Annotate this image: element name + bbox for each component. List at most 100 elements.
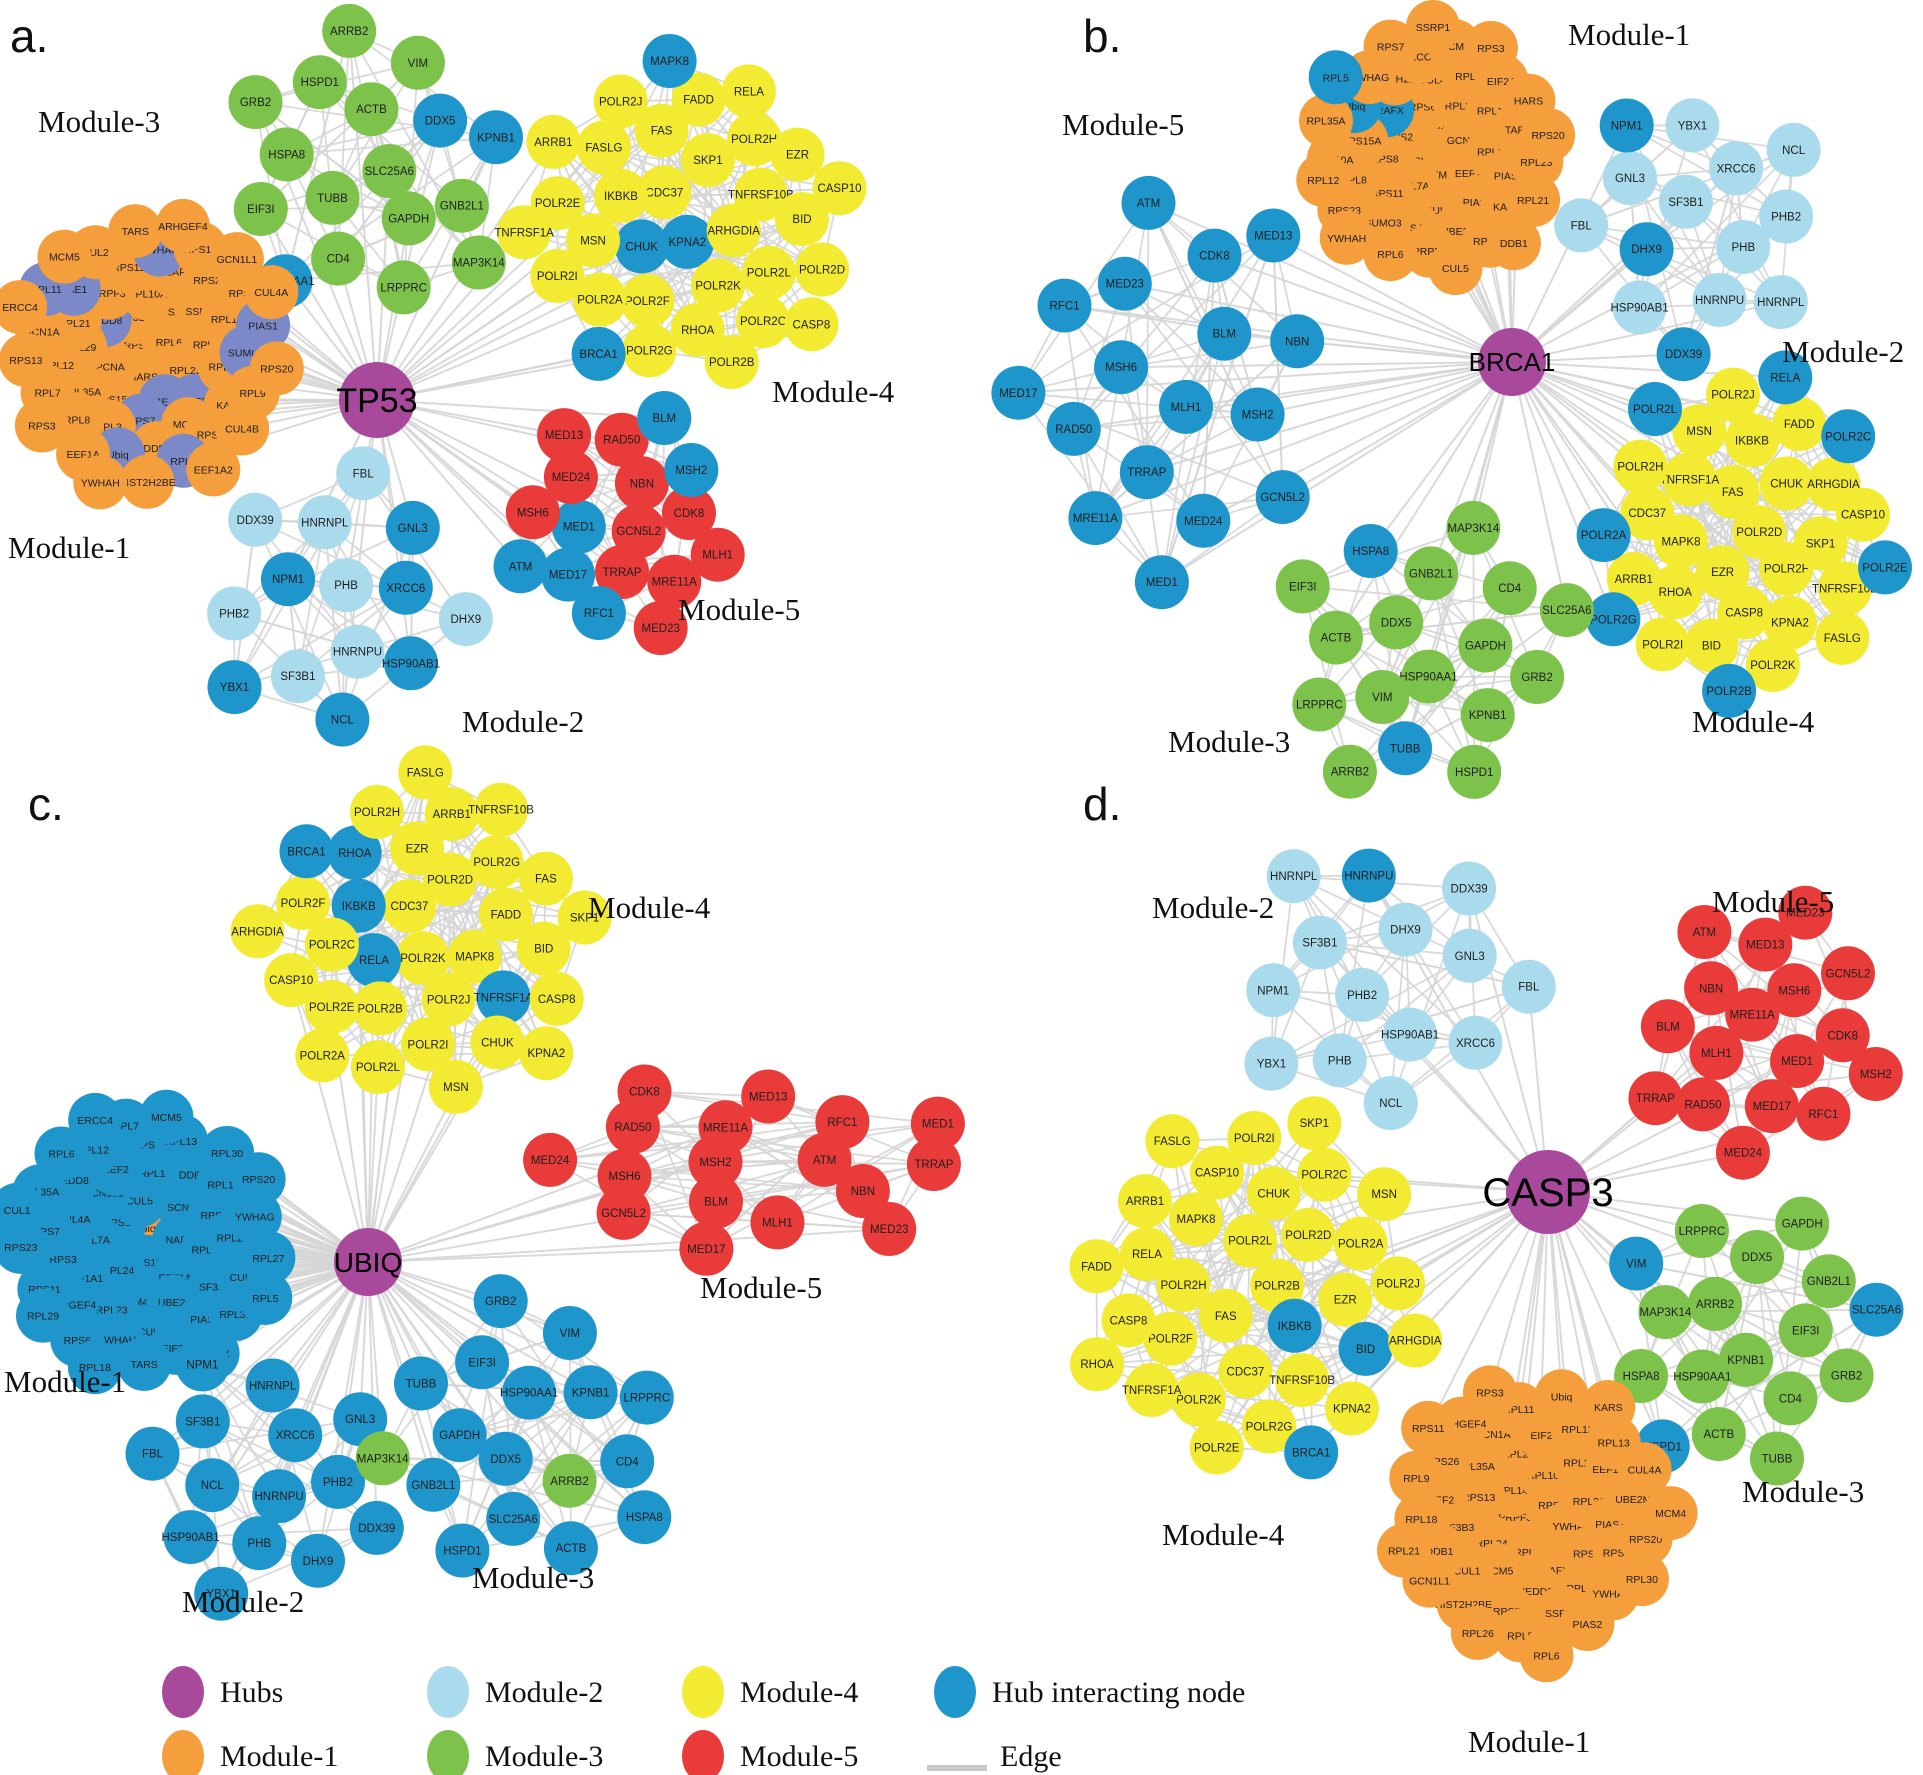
node-CASP8[interactable] (784, 297, 839, 352)
node-SF3B1[interactable] (1658, 174, 1713, 229)
hub-node-ubiq[interactable] (334, 1228, 402, 1296)
node-MED1[interactable] (551, 499, 606, 554)
node-POLR2B[interactable] (704, 335, 759, 389)
node-RPL21[interactable] (1506, 173, 1561, 227)
node-POLR2K[interactable] (1745, 638, 1800, 692)
node-MED24[interactable] (1715, 1125, 1770, 1180)
node-POLR2L[interactable] (741, 245, 796, 300)
node-POLR2A[interactable] (1333, 1216, 1388, 1271)
node-GAPDH[interactable] (1775, 1196, 1830, 1251)
node-RPL6[interactable] (1519, 1628, 1574, 1683)
node-GRB2[interactable] (473, 1274, 528, 1329)
node-MSN[interactable] (1672, 404, 1727, 459)
node-RAD50[interactable] (1676, 1077, 1730, 1132)
node-POLR2B[interactable] (353, 981, 408, 1036)
node-POLR2D[interactable] (1281, 1207, 1336, 1262)
node-POLR2A[interactable] (573, 272, 627, 327)
node-XRCC6[interactable] (268, 1408, 323, 1463)
node-YBX1[interactable] (1665, 98, 1720, 153)
node-SF3B1[interactable] (1292, 915, 1347, 970)
node-POLR2E[interactable] (1189, 1420, 1244, 1475)
node-GCN5L2[interactable] (611, 504, 666, 559)
node-DDX39[interactable] (1656, 327, 1711, 382)
node-ACTB[interactable] (344, 82, 399, 137)
node-CASP8[interactable] (1717, 585, 1772, 640)
node-CDK8[interactable] (1187, 228, 1242, 283)
node-MRE11A[interactable] (647, 554, 702, 609)
node-FBL[interactable] (125, 1426, 180, 1481)
node-CHUK[interactable] (470, 1015, 525, 1070)
node-POLR2I[interactable] (1227, 1111, 1282, 1165)
node-MAPK8[interactable] (642, 34, 697, 88)
node-POLR2A[interactable] (1576, 508, 1631, 563)
node-HSP90AB1[interactable] (163, 1510, 218, 1565)
node-POLR2K[interactable] (691, 258, 746, 313)
node-MLH1[interactable] (1159, 379, 1213, 434)
node-KPNA2[interactable] (1763, 595, 1817, 650)
node-MED24[interactable] (523, 1132, 578, 1187)
node-NCL[interactable] (315, 692, 370, 747)
node-GRB2[interactable] (1510, 650, 1565, 704)
node-RELA[interactable] (721, 64, 776, 119)
node-DDX5[interactable] (413, 93, 468, 148)
node-POLR2G[interactable] (1242, 1399, 1296, 1454)
node-ERCC4[interactable] (0, 280, 48, 335)
node-POLR2D[interactable] (795, 242, 849, 297)
node-NPM1[interactable] (261, 552, 315, 607)
node-HSPD1[interactable] (1447, 744, 1502, 799)
node-MSH6[interactable] (1094, 340, 1149, 395)
node-CDK8[interactable] (1815, 1008, 1870, 1063)
node-POLR2I[interactable] (1635, 617, 1690, 672)
node-ARRB1[interactable] (526, 114, 581, 169)
node-CD4[interactable] (311, 231, 366, 286)
node-ARRB2[interactable] (322, 3, 377, 58)
node-HSPD1[interactable] (435, 1523, 490, 1578)
node-KPNB1[interactable] (1719, 1332, 1774, 1387)
node-ARRB1[interactable] (1606, 551, 1661, 606)
node-POLR2H[interactable] (350, 784, 404, 839)
node-TNFRSF10B[interactable] (1817, 561, 1872, 616)
node-POLR2F[interactable] (276, 875, 330, 930)
node-GNB2L1[interactable] (1404, 546, 1459, 601)
node-EIF3I[interactable] (1778, 1303, 1833, 1358)
node-FADD[interactable] (1772, 397, 1827, 452)
node-PHB2[interactable] (1335, 967, 1390, 1022)
node-MED24[interactable] (1176, 493, 1231, 548)
node-EZR[interactable] (1695, 545, 1750, 600)
node-ARRB1[interactable] (424, 787, 479, 842)
node-HSPD1[interactable] (292, 55, 347, 110)
node-SF3B1[interactable] (175, 1394, 230, 1449)
node-GCN5L2[interactable] (596, 1185, 651, 1240)
node-ACTB[interactable] (1691, 1407, 1746, 1462)
node-HNRNPU[interactable] (1341, 848, 1396, 903)
node-MAP3K14[interactable] (1446, 500, 1501, 555)
node-HNRNPL[interactable] (245, 1358, 300, 1413)
node-MLH1[interactable] (690, 527, 745, 582)
node-BID[interactable] (775, 192, 829, 247)
node-PHB2[interactable] (311, 1454, 365, 1509)
node-RPL30[interactable] (1614, 1552, 1669, 1607)
node-DHX9[interactable] (291, 1533, 345, 1588)
node-CDC37[interactable] (1620, 486, 1675, 541)
node-CDC37[interactable] (637, 165, 692, 220)
node-YBX1[interactable] (1244, 1036, 1299, 1091)
node-HNRNPL[interactable] (1266, 849, 1321, 904)
node-RAD50[interactable] (1046, 401, 1101, 456)
node-MRE11A[interactable] (698, 1100, 753, 1155)
node-BID[interactable] (1684, 618, 1739, 673)
node-RFC1[interactable] (571, 586, 626, 641)
node-LRPPRC[interactable] (376, 260, 431, 315)
node-KPNB1[interactable] (1460, 688, 1515, 743)
node-SKP1[interactable] (1793, 516, 1848, 571)
node-DHX9[interactable] (1619, 222, 1674, 277)
node-CD4[interactable] (600, 1434, 655, 1489)
node-LRPPRC[interactable] (619, 1370, 674, 1425)
node-GNB2L1[interactable] (434, 178, 489, 233)
node-GAPDH[interactable] (381, 191, 436, 246)
node-POLR2A[interactable] (295, 1028, 350, 1083)
node-CDC37[interactable] (382, 879, 437, 933)
node-BRCA1[interactable] (1284, 1425, 1339, 1480)
node-IKBKB[interactable] (594, 168, 648, 223)
node-SLC25A6[interactable] (1849, 1282, 1904, 1337)
node-POLR2J[interactable] (421, 972, 476, 1027)
